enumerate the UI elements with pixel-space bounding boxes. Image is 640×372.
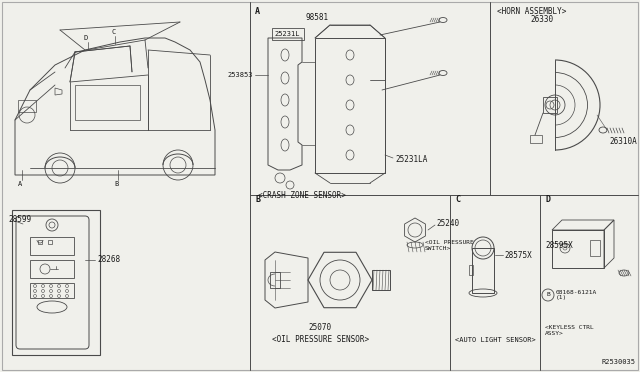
Text: <AUTO LIGHT SENSOR>: <AUTO LIGHT SENSOR> bbox=[455, 337, 536, 343]
Bar bbox=[18, 100, 36, 112]
Text: <OIL PRESSURE
SWITCH>: <OIL PRESSURE SWITCH> bbox=[425, 240, 474, 251]
Text: A: A bbox=[255, 7, 260, 16]
Text: B: B bbox=[114, 181, 118, 187]
Text: 25070: 25070 bbox=[308, 324, 332, 333]
Text: R2530035: R2530035 bbox=[602, 359, 636, 365]
Text: C: C bbox=[455, 196, 460, 205]
Text: 25231L: 25231L bbox=[274, 31, 300, 37]
Bar bbox=[270, 272, 280, 288]
Text: D: D bbox=[84, 35, 88, 41]
Text: 25240: 25240 bbox=[436, 219, 459, 228]
Text: 28599: 28599 bbox=[8, 215, 31, 224]
Bar bbox=[272, 28, 304, 40]
Text: 28575X: 28575X bbox=[504, 250, 532, 260]
Text: 28595X: 28595X bbox=[545, 241, 573, 250]
Bar bbox=[30, 283, 74, 298]
Bar bbox=[543, 97, 557, 113]
Text: 98581: 98581 bbox=[305, 13, 328, 22]
Text: B: B bbox=[546, 292, 550, 298]
Text: 08168-6121A
(1): 08168-6121A (1) bbox=[556, 289, 597, 301]
Bar bbox=[552, 230, 604, 268]
Text: <OIL PRESSURE SENSOR>: <OIL PRESSURE SENSOR> bbox=[272, 336, 369, 344]
Text: 253853: 253853 bbox=[227, 72, 253, 78]
Text: 26310A: 26310A bbox=[609, 138, 637, 147]
Text: <CRASH ZONE SENSOR>: <CRASH ZONE SENSOR> bbox=[258, 191, 346, 200]
Text: 28268: 28268 bbox=[97, 256, 120, 264]
Text: 26330: 26330 bbox=[530, 16, 553, 25]
Text: 25231LA: 25231LA bbox=[395, 155, 428, 164]
Bar bbox=[590, 240, 600, 256]
Bar bbox=[30, 237, 74, 255]
Text: <HORN ASSEMBLY>: <HORN ASSEMBLY> bbox=[497, 7, 566, 16]
Bar bbox=[12, 210, 100, 355]
Text: D: D bbox=[545, 196, 550, 205]
Text: B: B bbox=[255, 196, 260, 205]
Text: <KEYLESS CTRL
ASSY>: <KEYLESS CTRL ASSY> bbox=[545, 325, 594, 336]
Bar bbox=[315, 38, 385, 173]
Bar bbox=[472, 248, 494, 293]
Bar bbox=[469, 265, 473, 275]
Text: A: A bbox=[18, 181, 22, 187]
Text: C: C bbox=[111, 29, 115, 35]
Bar bbox=[75, 85, 140, 120]
Bar bbox=[530, 135, 542, 143]
Bar bbox=[30, 260, 74, 278]
